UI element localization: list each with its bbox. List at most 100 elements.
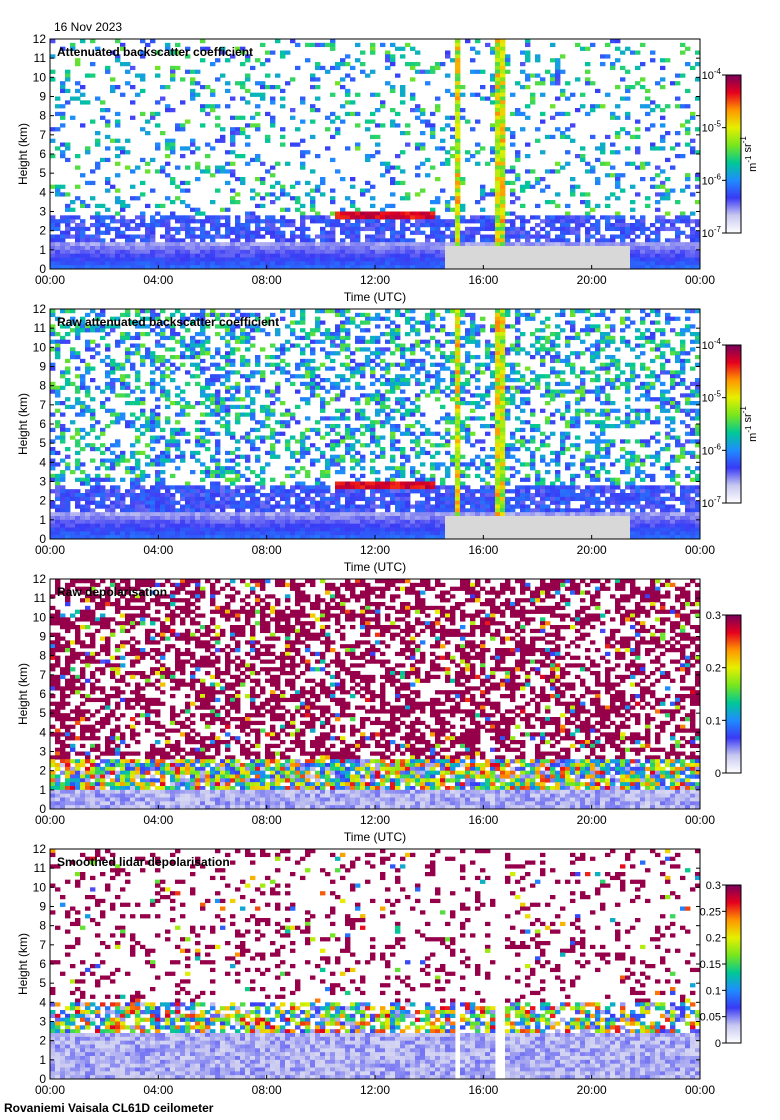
heatmap-cell [665, 242, 671, 247]
heatmap-cell [60, 493, 66, 498]
heatmap-cell [280, 496, 286, 502]
heatmap-cell [75, 226, 81, 232]
heatmap-cell [205, 500, 211, 505]
heatmap-cell [435, 200, 441, 205]
heatmap-cell [190, 404, 196, 410]
heatmap-cell [75, 389, 81, 394]
heatmap-cell [460, 207, 466, 212]
heatmap-cell [575, 184, 581, 189]
heatmap-cell [190, 500, 196, 505]
heatmap-cell [115, 242, 121, 247]
heatmap-cell [120, 200, 126, 205]
heatmap-cell [340, 242, 346, 247]
heatmap-cell [205, 439, 211, 444]
heatmap-cell [80, 257, 86, 262]
heatmap-cell [75, 512, 81, 517]
heatmap-cell [580, 242, 586, 247]
heatmap-cell [455, 92, 461, 97]
heatmap-cell [360, 211, 366, 216]
heatmap-cell [50, 385, 56, 390]
heatmap-cell [205, 165, 211, 170]
heatmap-cell [490, 92, 496, 97]
heatmap-cell [70, 489, 76, 494]
heatmap-cell [245, 73, 251, 78]
heatmap-cell [175, 512, 181, 517]
heatmap-cell [295, 531, 301, 536]
heatmap-cell [110, 50, 116, 55]
heatmap-cell [375, 234, 381, 239]
heatmap-cell [340, 58, 346, 63]
heatmap-cell [545, 230, 551, 235]
heatmap-cell [590, 81, 596, 86]
heatmap-cell [95, 523, 101, 528]
heatmap-cell [325, 531, 331, 536]
heatmap-cell [145, 351, 151, 356]
heatmap-cell [295, 366, 301, 371]
heatmap-cell [420, 119, 426, 124]
heatmap-cell [125, 512, 131, 517]
heatmap-cell [125, 335, 131, 341]
heatmap-cell [625, 115, 631, 120]
heatmap-cell [225, 358, 231, 364]
heatmap-cell [130, 343, 136, 348]
heatmap-cell [510, 169, 516, 174]
heatmap-cell [450, 115, 456, 120]
heatmap-cell [400, 88, 406, 94]
heatmap-cell [140, 450, 146, 456]
heatmap-cell [535, 223, 541, 228]
heatmap-cell [245, 493, 251, 498]
heatmap-cell [665, 211, 671, 216]
heatmap-cell [575, 265, 581, 270]
heatmap-cell [410, 249, 416, 255]
heatmap-cell [230, 96, 236, 101]
heatmap-cell [55, 477, 61, 482]
heatmap-cell [465, 219, 471, 224]
heatmap-cell [105, 230, 111, 235]
heatmap-cell [155, 312, 161, 318]
heatmap-cell [60, 504, 66, 509]
heatmap-cell [375, 238, 381, 243]
heatmap-cell [610, 142, 616, 147]
heatmap-cell [295, 261, 301, 266]
heatmap-cell [455, 200, 461, 205]
heatmap-cell [255, 362, 261, 367]
heatmap-cell [115, 512, 121, 517]
heatmap-cell [235, 489, 241, 494]
heatmap-cell [520, 188, 526, 193]
heatmap-cell [270, 253, 276, 258]
heatmap-cell [605, 92, 611, 97]
heatmap-cell [135, 223, 141, 228]
heatmap-cell [50, 512, 56, 517]
heatmap-cell [255, 242, 261, 247]
heatmap-cell [295, 253, 301, 258]
heatmap-cell [115, 54, 121, 59]
heatmap-cell [310, 253, 316, 258]
heatmap-cell [130, 512, 136, 517]
heatmap-cell [305, 519, 311, 525]
heatmap-cell [500, 223, 506, 228]
heatmap-cell [345, 496, 351, 502]
heatmap-cell [620, 173, 626, 178]
heatmap-cell [405, 196, 411, 201]
heatmap-cell [65, 535, 71, 540]
heatmap-cell [560, 234, 566, 239]
heatmap-cell [290, 489, 296, 494]
heatmap-cell [175, 339, 181, 344]
heatmap-cell [680, 104, 686, 109]
heatmap-cell [465, 257, 471, 262]
heatmap-cell [335, 257, 341, 262]
heatmap-cell [275, 196, 281, 201]
heatmap-cell [355, 146, 361, 151]
heatmap-cell [415, 69, 421, 74]
heatmap-cell [240, 508, 246, 513]
heatmap-cell [170, 531, 176, 536]
heatmap-cell [365, 500, 371, 505]
heatmap-cell [125, 62, 131, 67]
heatmap-cell [60, 249, 66, 255]
heatmap-cell [260, 435, 266, 440]
heatmap-cell [150, 257, 156, 262]
heatmap-cell [155, 223, 161, 228]
heatmap-cell [180, 339, 186, 344]
heatmap-cell [325, 242, 331, 247]
heatmap-cell [65, 493, 71, 498]
